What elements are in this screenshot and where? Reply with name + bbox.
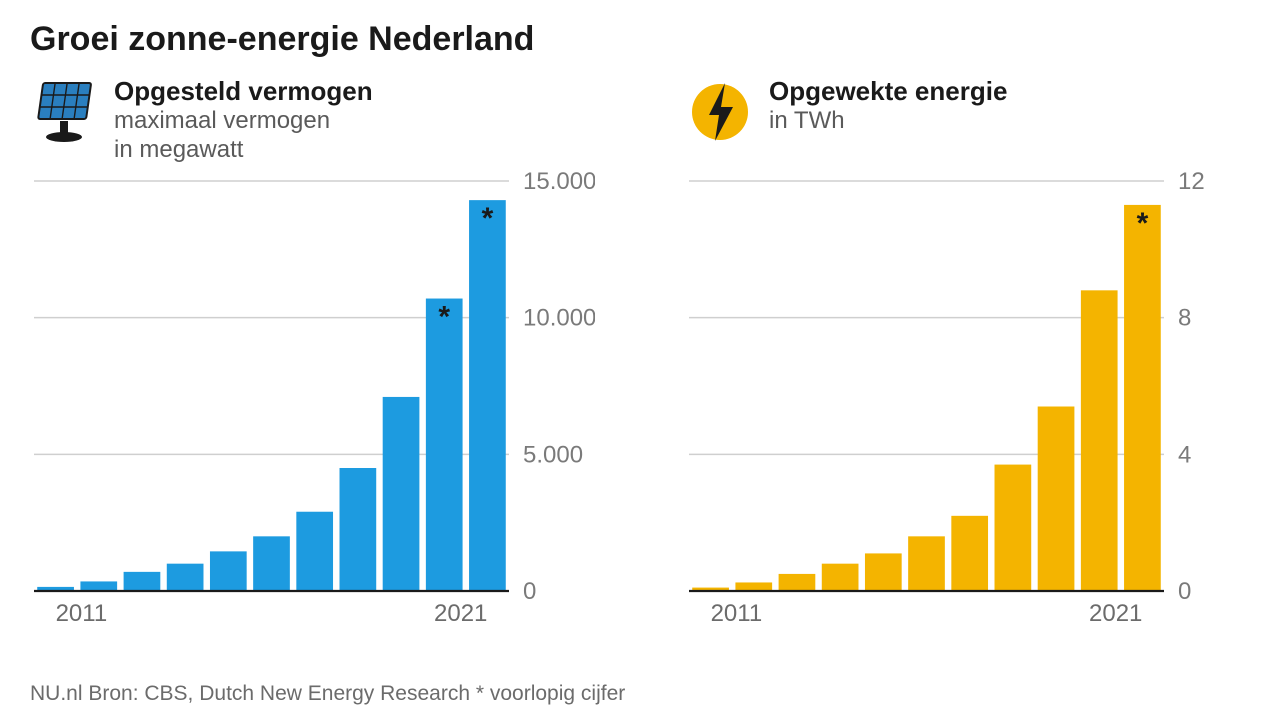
chart-titles: Opgewekte energie in TWh <box>769 77 1007 136</box>
page-title: Groei zonne-energie Nederland <box>30 20 1250 59</box>
chart-unit-label: maximaal vermogen in megawatt <box>114 107 373 165</box>
solar-panel-icon <box>30 77 100 147</box>
bar <box>210 551 247 591</box>
chart-unit-label: in TWh <box>769 107 1007 136</box>
y-tick-label: 8 <box>1178 305 1191 332</box>
y-tick-label: 10.000 <box>523 305 595 332</box>
bar <box>469 200 506 591</box>
y-tick-label: 5.000 <box>523 441 583 468</box>
bar <box>735 582 772 591</box>
bar <box>340 468 377 591</box>
bar <box>951 516 988 591</box>
footer-source: NU.nl Bron: CBS, Dutch New Energy Resear… <box>30 682 625 706</box>
plot-area: 0 4 8 12 * 2011 2021 <box>685 171 1250 631</box>
bar <box>908 536 945 591</box>
chart-subtitle-label: Opgesteld vermogen <box>114 77 373 107</box>
chart-capacity: Opgesteld vermogen maximaal vermogen in … <box>30 77 595 631</box>
asterisk-marker: * <box>438 301 450 334</box>
bar <box>253 536 290 591</box>
plot-area: 0 5.000 10.000 15.000 * * 2011 2021 <box>30 171 595 631</box>
bar <box>80 581 117 591</box>
chart-subtitle-label: Opgewekte energie <box>769 77 1007 107</box>
bar <box>1038 407 1075 592</box>
y-tick-label: 4 <box>1178 441 1191 468</box>
lightning-icon <box>685 77 755 147</box>
bar <box>779 574 816 591</box>
x-tick-label: 2011 <box>711 600 763 627</box>
bar <box>995 465 1032 591</box>
bar <box>426 299 463 591</box>
chart-header: Opgesteld vermogen maximaal vermogen in … <box>30 77 595 167</box>
x-tick-label: 2011 <box>56 600 108 627</box>
chart-titles: Opgesteld vermogen maximaal vermogen in … <box>114 77 373 164</box>
bar <box>296 512 333 591</box>
y-tick-label: 15.000 <box>523 171 595 195</box>
bar <box>1081 290 1118 591</box>
bar-chart-capacity: 0 5.000 10.000 15.000 * * 2011 2021 <box>30 171 595 631</box>
bar <box>383 397 420 591</box>
bar <box>167 564 204 591</box>
x-tick-label: 2021 <box>1089 600 1142 627</box>
charts-row: Opgesteld vermogen maximaal vermogen in … <box>30 77 1250 631</box>
x-tick-label: 2021 <box>434 600 487 627</box>
chart-header: Opgewekte energie in TWh <box>685 77 1250 167</box>
chart-generation: Opgewekte energie in TWh 0 4 8 12 * 2011 2021 <box>685 77 1250 631</box>
bar <box>822 564 859 591</box>
bar-chart-generation: 0 4 8 12 * 2011 2021 <box>685 171 1250 631</box>
bar <box>865 553 902 591</box>
bar <box>124 572 161 591</box>
bar <box>1124 205 1161 591</box>
y-tick-label: 12 <box>1178 171 1205 195</box>
y-tick-label: 0 <box>523 578 536 605</box>
asterisk-marker: * <box>1137 207 1149 240</box>
asterisk-marker: * <box>482 202 494 235</box>
y-tick-label: 0 <box>1178 578 1191 605</box>
